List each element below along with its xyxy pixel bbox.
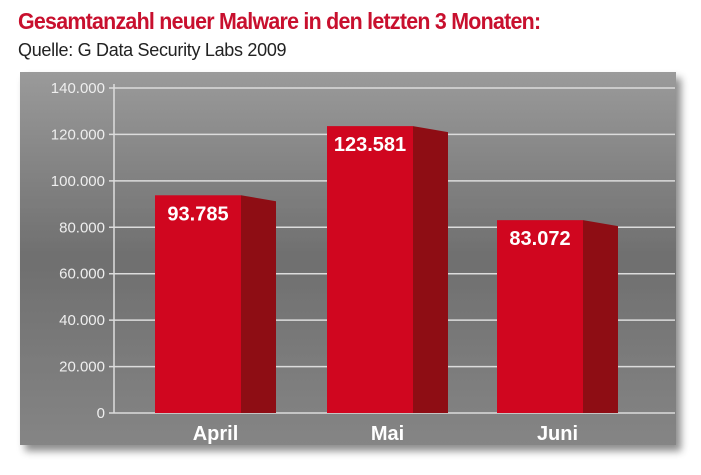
x-tick-label: Juni	[537, 423, 578, 445]
y-tick-label: 120.000	[51, 126, 105, 143]
chart-title: Gesamtanzahl neuer Malware in den letzte…	[18, 8, 541, 34]
y-tick-label: 20.000	[59, 359, 105, 376]
data-label: 123.581	[334, 134, 406, 156]
y-tick-label: 80.000	[59, 219, 105, 236]
bar	[327, 126, 413, 413]
chart-subtitle: Quelle: G Data Security Labs 2009	[18, 40, 287, 60]
y-tick-label: 140.000	[51, 80, 105, 97]
bar-side	[241, 195, 276, 413]
bar-side	[583, 220, 618, 413]
bar	[155, 195, 241, 413]
data-label: 83.072	[509, 228, 570, 250]
bar-side	[413, 126, 448, 413]
y-tick-label: 40.000	[59, 312, 105, 329]
x-tick-label: Mai	[371, 423, 404, 445]
y-tick-label: 0	[97, 405, 105, 422]
bar	[497, 220, 583, 413]
data-label: 93.785	[167, 203, 228, 225]
y-tick-label: 100.000	[51, 173, 105, 190]
x-tick-label: April	[193, 423, 239, 445]
y-tick-label: 60.000	[59, 266, 105, 283]
